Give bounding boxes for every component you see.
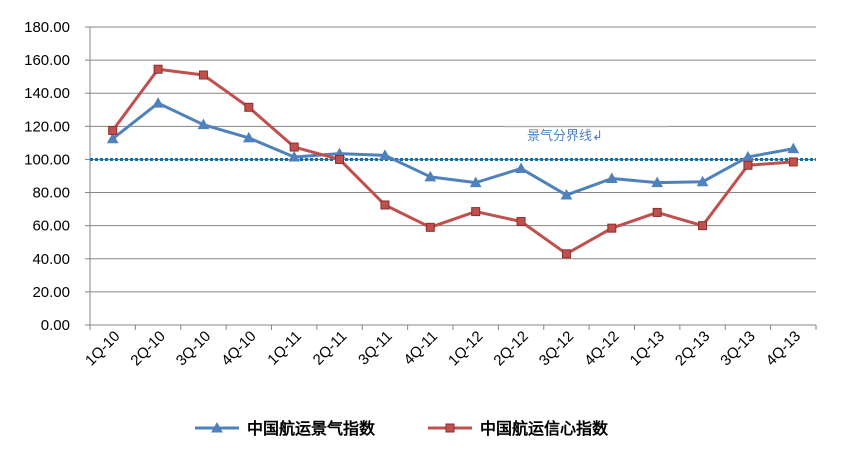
y-tick-label: 180.00 bbox=[24, 19, 70, 36]
data-point bbox=[106, 132, 119, 144]
x-tick-label: 1Q-10 bbox=[82, 328, 124, 370]
y-tick-label: 20.00 bbox=[32, 284, 70, 301]
reference-line-group: 景气分界线↲ bbox=[90, 126, 816, 161]
x-tick-label: 2Q-10 bbox=[127, 328, 169, 370]
data-point bbox=[379, 149, 391, 160]
data-point bbox=[335, 154, 345, 164]
y-tick-label: 140.00 bbox=[24, 85, 70, 102]
x-tick-label: 1Q-12 bbox=[445, 328, 487, 370]
legend: 中国航运景气指数 中国航运信心指数 bbox=[195, 419, 609, 438]
data-point bbox=[152, 97, 164, 108]
x-tick-label: 3Q-12 bbox=[536, 328, 578, 370]
y-tick-label: 80.00 bbox=[32, 185, 70, 202]
data-point bbox=[445, 423, 455, 433]
x-tick-label: 2Q-12 bbox=[490, 328, 532, 370]
data-point bbox=[743, 160, 753, 170]
data-point bbox=[516, 217, 526, 227]
data-point bbox=[471, 207, 481, 217]
x-tick-label: 2Q-13 bbox=[672, 328, 714, 370]
series-group bbox=[106, 64, 800, 259]
data-point bbox=[424, 170, 437, 182]
data-point bbox=[108, 125, 118, 135]
data-point bbox=[607, 223, 617, 233]
series-line bbox=[111, 67, 794, 256]
reference-line-label: 景气分界线↲ bbox=[527, 128, 603, 144]
data-point bbox=[211, 421, 223, 433]
data-point bbox=[698, 221, 708, 231]
data-point bbox=[605, 172, 618, 183]
x-tick-label: 3Q-11 bbox=[355, 328, 396, 369]
x-tick-label: 1Q-11 bbox=[264, 328, 305, 369]
data-point bbox=[561, 249, 571, 259]
data-point bbox=[198, 70, 208, 80]
series-1 bbox=[106, 97, 800, 200]
y-tick-label: 60.00 bbox=[32, 218, 70, 235]
data-point bbox=[425, 222, 435, 232]
data-point bbox=[788, 157, 798, 167]
data-point bbox=[515, 162, 527, 174]
legend-label: 中国航运信心指数 bbox=[480, 419, 609, 438]
data-point bbox=[197, 118, 210, 130]
data-point bbox=[787, 142, 800, 154]
data-point bbox=[288, 150, 301, 162]
series-line bbox=[111, 101, 794, 197]
legend-label: 中国航运景气指数 bbox=[247, 419, 376, 438]
series-2 bbox=[108, 64, 798, 259]
x-tick-label: 3Q-10 bbox=[173, 328, 215, 370]
x-tick-label: 4Q-13 bbox=[763, 328, 805, 370]
y-tick-label: 100.00 bbox=[24, 151, 70, 168]
y-axis: 0.00 20.00 40.00 60.00 80.00 100.00 120.00 140.… bbox=[24, 19, 91, 334]
data-point bbox=[696, 175, 709, 187]
data-point bbox=[380, 200, 390, 210]
y-tick-label: 0.00 bbox=[41, 317, 70, 334]
y-tick-label: 120.00 bbox=[24, 118, 70, 135]
x-tick-label: 4Q-10 bbox=[218, 328, 260, 370]
data-point bbox=[651, 176, 664, 188]
x-tick-label: 4Q-12 bbox=[581, 328, 623, 370]
data-point bbox=[242, 131, 255, 143]
x-tick-label: 4Q-11 bbox=[400, 328, 441, 369]
x-tick-label: 2Q-11 bbox=[310, 328, 351, 369]
y-tick-label: 40.00 bbox=[32, 251, 70, 268]
y-tick-label: 160.00 bbox=[24, 52, 70, 69]
data-point bbox=[652, 207, 662, 217]
data-point bbox=[289, 142, 299, 152]
x-tick-label: 3Q-13 bbox=[717, 328, 759, 370]
x-tick-label: 1Q-13 bbox=[627, 328, 669, 370]
data-point bbox=[244, 102, 254, 112]
data-point bbox=[560, 189, 573, 200]
data-point bbox=[469, 176, 482, 188]
x-axis: 1Q-10 2Q-10 3Q-10 4Q-10 1Q-11 2Q-11 3Q-11 4Q-11… bbox=[82, 324, 817, 370]
data-point bbox=[153, 64, 163, 74]
